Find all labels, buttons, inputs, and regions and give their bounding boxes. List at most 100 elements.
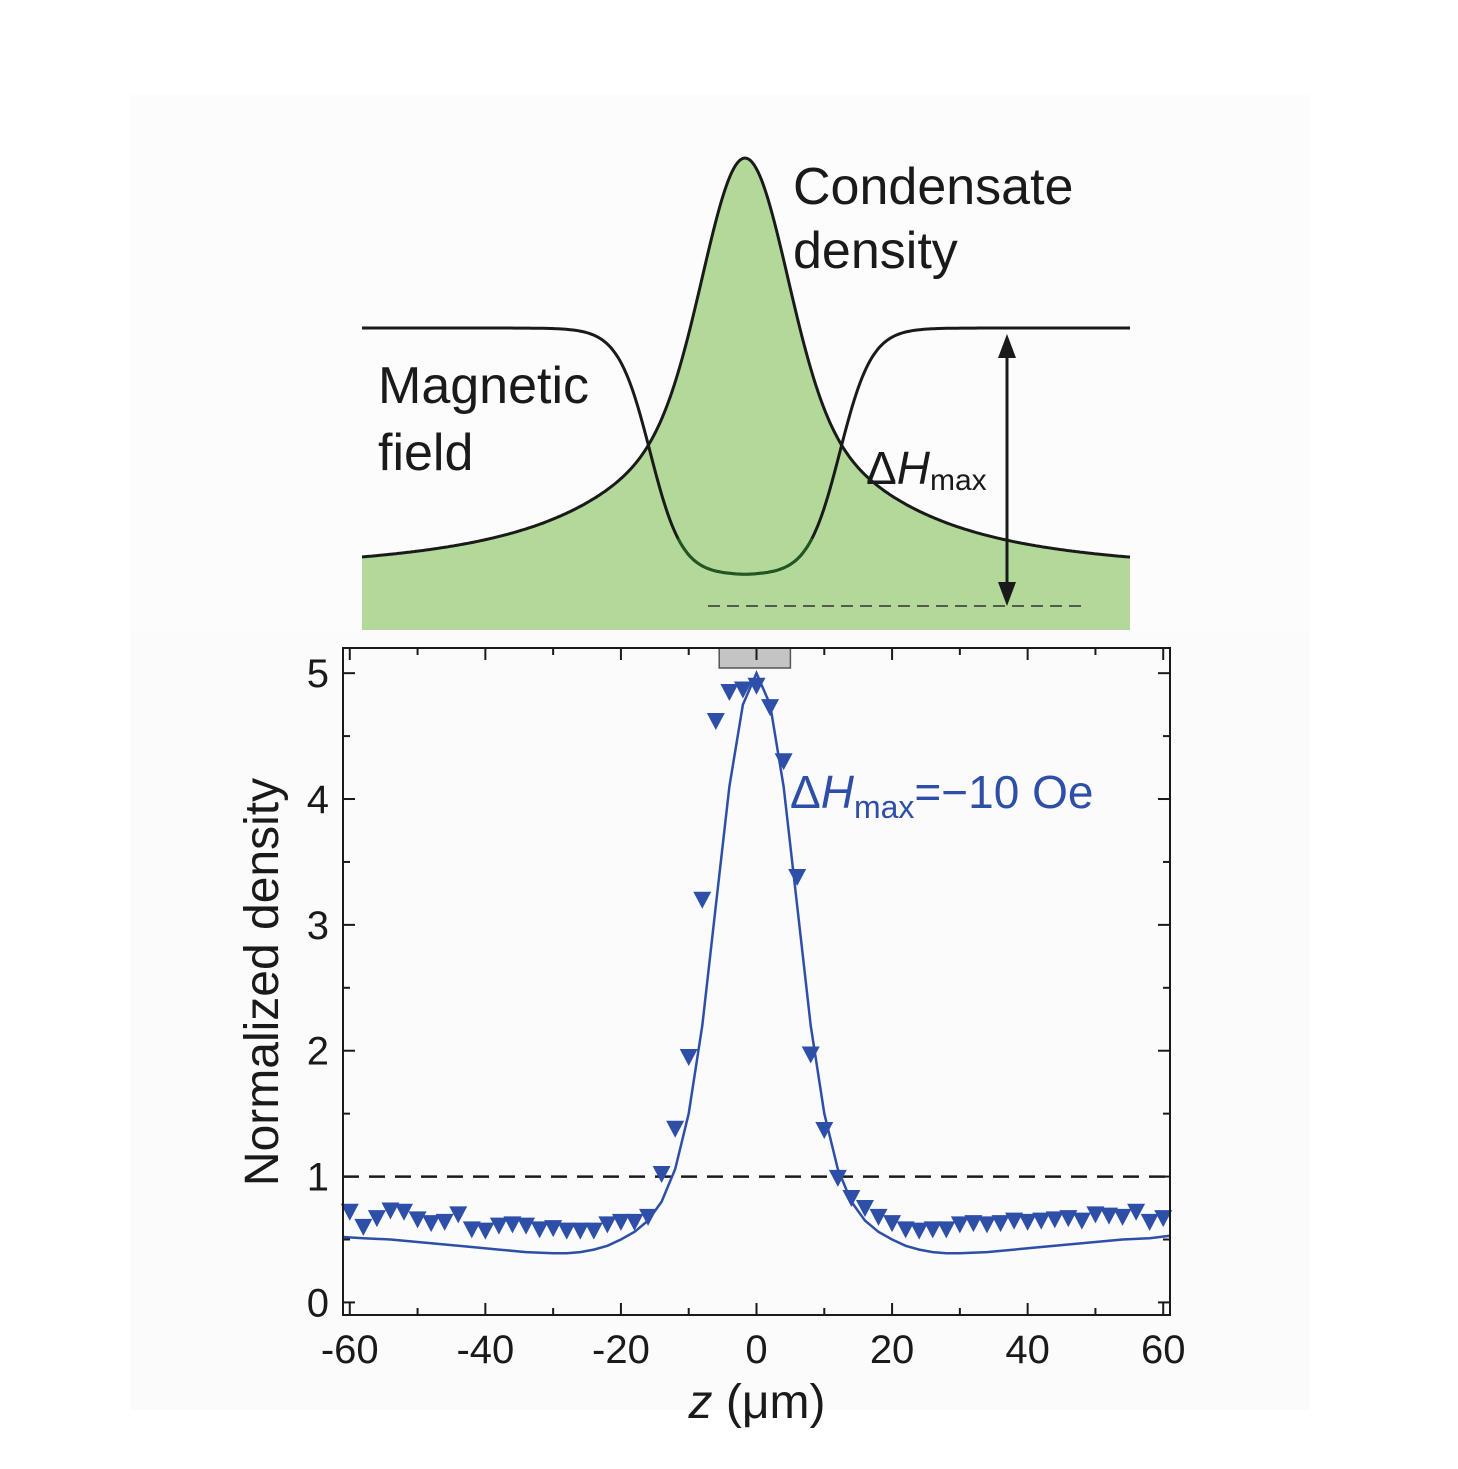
data-point [395, 1203, 414, 1221]
data-point [422, 1215, 441, 1233]
data-point [666, 1120, 685, 1138]
data-point [977, 1216, 996, 1234]
data-point [354, 1218, 373, 1236]
y-tick-label: 2 [307, 1030, 329, 1074]
data-point [449, 1206, 468, 1224]
density-plot: -60 -40 -20 0 20 40 60 0 1 2 3 4 5 z (μm) Normalize… [236, 647, 1186, 1429]
condensate-density-fill [362, 158, 1130, 630]
data-point [828, 1169, 847, 1187]
data-point [896, 1221, 915, 1239]
data-point [611, 1213, 630, 1231]
x-tick-label: 20 [870, 1328, 915, 1372]
annotation-h: H [821, 766, 855, 818]
data-point [489, 1217, 508, 1235]
x-tick-labels: -60 -40 -20 0 20 40 60 [321, 1328, 1186, 1372]
annotation-delta: Δ [790, 766, 821, 818]
y-tick-labels: 0 1 2 3 4 5 [307, 652, 329, 1325]
delta-h-max-label: ΔHmax [866, 442, 987, 497]
data-point [503, 1216, 522, 1234]
plot-background [130, 630, 1310, 1410]
data-point [706, 712, 725, 730]
data-point [381, 1202, 400, 1220]
schematic-panel: Condensate density Magnetic field ΔHmax [361, 156, 1131, 630]
max-subscript: max [930, 464, 987, 497]
magnetic-field-dip-curve [676, 537, 814, 576]
data-point [625, 1213, 644, 1231]
data-point [788, 869, 807, 887]
x-tick-label: 0 [745, 1328, 767, 1372]
condensate-density-curve [361, 156, 1131, 559]
data-point [408, 1211, 427, 1229]
data-point [869, 1208, 888, 1226]
data-point [571, 1222, 590, 1240]
data-point [679, 1049, 698, 1067]
data-point [964, 1215, 983, 1233]
data-point [1127, 1203, 1146, 1221]
y-tick-label: 4 [307, 778, 329, 822]
y-tick-label: 3 [307, 904, 329, 948]
x-tick-label: 60 [1141, 1328, 1186, 1372]
data-points [340, 677, 1173, 1240]
data-point [733, 681, 752, 699]
x-tick-label: 40 [1005, 1328, 1050, 1372]
data-point [1005, 1212, 1024, 1230]
data-point [1045, 1211, 1064, 1229]
data-point [883, 1215, 902, 1233]
arrow-head-up [998, 334, 1016, 358]
data-point [815, 1122, 834, 1140]
data-point [774, 753, 793, 771]
data-point [1113, 1208, 1132, 1226]
annotation-subscript: max [854, 789, 914, 825]
data-point [340, 1203, 359, 1221]
data-point [1018, 1213, 1037, 1231]
annotation-value: =−10 Oe [914, 766, 1093, 818]
data-point [1032, 1212, 1051, 1230]
data-point [517, 1217, 536, 1235]
y-tick-label: 5 [307, 652, 329, 696]
h-symbol: H [897, 442, 931, 494]
shaded-region-bar [718, 647, 792, 669]
data-point [747, 677, 766, 695]
fit-curve [342, 670, 1171, 1255]
x-tick-label: -60 [321, 1328, 379, 1372]
y-tick-label: 0 [307, 1281, 329, 1325]
data-point [991, 1215, 1010, 1233]
y-axis-label: Normalized density [236, 778, 289, 1186]
condensate-label-line1: Condensate [793, 158, 1073, 216]
delta-symbol: Δ [866, 442, 897, 494]
y-tick-label: 1 [307, 1156, 329, 1200]
data-point [1086, 1206, 1105, 1224]
data-point [598, 1216, 617, 1234]
x-axis-variable: z [688, 1376, 713, 1429]
condensate-label-line2: density [793, 222, 958, 280]
data-point [950, 1216, 969, 1234]
data-point [923, 1221, 942, 1239]
data-point [557, 1222, 576, 1240]
data-point [842, 1189, 861, 1207]
data-point [639, 1208, 658, 1226]
data-point [367, 1210, 386, 1228]
plot-annotation: ΔHmax=−10 Oe [790, 766, 1093, 825]
axis-ticks [343, 648, 1170, 1315]
delta-h-arrow [998, 334, 1016, 606]
data-point [462, 1221, 481, 1239]
data-point [693, 891, 712, 909]
data-point [910, 1222, 929, 1240]
x-axis-unit: (μm) [713, 1376, 826, 1429]
data-point [1154, 1210, 1173, 1228]
data-point [652, 1166, 671, 1184]
field-label-line2: field [378, 424, 473, 482]
data-point [584, 1222, 603, 1240]
data-point [855, 1200, 874, 1218]
data-point [801, 1046, 820, 1064]
data-point [530, 1221, 549, 1239]
data-point [476, 1222, 495, 1240]
arrow-head-down [998, 582, 1016, 606]
x-tick-label: -20 [592, 1328, 650, 1372]
data-point [761, 699, 780, 717]
data-point [544, 1220, 563, 1238]
data-point [937, 1221, 956, 1239]
data-point [1059, 1210, 1078, 1228]
x-tick-label: -40 [456, 1328, 514, 1372]
